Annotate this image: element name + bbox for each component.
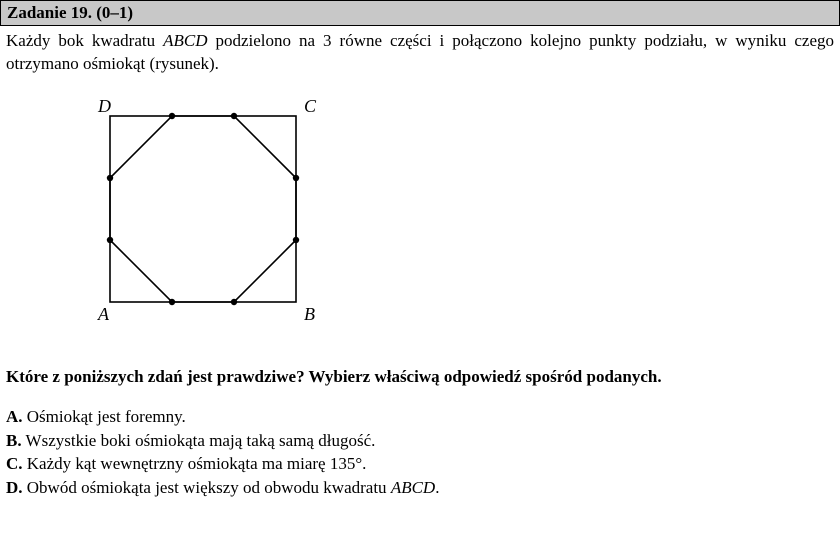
option-b-text: Wszystkie boki ośmiokąta mają taką samą … xyxy=(22,431,376,450)
page: Zadanie 19. (0–1) Każdy bok kwadratu ABC… xyxy=(0,0,840,510)
octagon-figure: A B C D xyxy=(80,96,340,336)
option-c: C. Każdy kąt wewnętrzny ośmiokąta ma mia… xyxy=(6,452,834,476)
svg-text:D: D xyxy=(97,96,111,116)
option-c-text: Każdy kąt wewnętrzny ośmiokąta ma miarę … xyxy=(23,454,367,473)
option-c-letter: C. xyxy=(6,454,23,473)
figure-container: A B C D xyxy=(0,76,840,356)
option-d-tail-after: . xyxy=(435,478,439,497)
option-d: D. Obwód ośmiokąta jest większy od obwod… xyxy=(6,476,834,500)
square-name: ABCD xyxy=(163,31,207,50)
option-a-text: Ośmiokąt jest foremny. xyxy=(23,407,186,426)
option-d-tail: ABCD xyxy=(391,478,435,497)
option-d-text: Obwód ośmiokąta jest większy od obwodu k… xyxy=(23,478,391,497)
option-b: B. Wszystkie boki ośmiokąta mają taką sa… xyxy=(6,429,834,453)
option-a: A. Ośmiokąt jest foremny. xyxy=(6,405,834,429)
question-text: Które z poniższych zdań jest prawdziwe? … xyxy=(0,356,840,389)
problem-statement: Każdy bok kwadratu ABCD podzielono na 3 … xyxy=(0,26,840,76)
options-list: A. Ośmiokąt jest foremny. B. Wszystkie b… xyxy=(0,389,840,510)
problem-part1: Każdy bok kwadratu xyxy=(6,31,163,50)
option-a-letter: A. xyxy=(6,407,23,426)
svg-text:A: A xyxy=(97,304,110,324)
task-header: Zadanie 19. (0–1) xyxy=(0,0,840,26)
option-d-letter: D. xyxy=(6,478,23,497)
task-header-label: Zadanie 19. (0–1) xyxy=(7,3,133,22)
option-b-letter: B. xyxy=(6,431,22,450)
question-text-span: Które z poniższych zdań jest prawdziwe? … xyxy=(6,367,662,386)
svg-text:C: C xyxy=(304,96,317,116)
svg-text:B: B xyxy=(304,304,315,324)
